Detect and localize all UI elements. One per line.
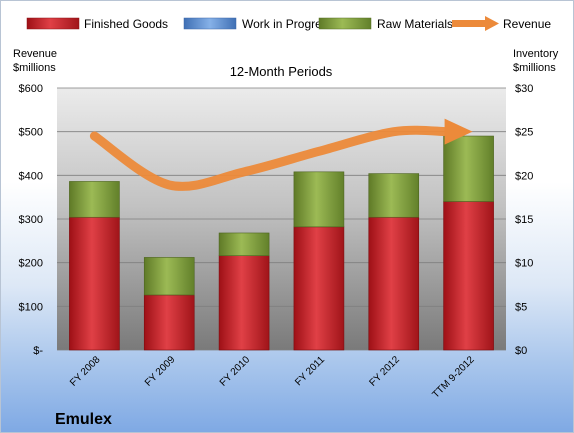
legend-item-revenue[interactable]: Revenue bbox=[452, 16, 551, 31]
bar-raw-materials[interactable] bbox=[293, 171, 345, 228]
right-tick-label: $15 bbox=[515, 214, 533, 226]
legend-swatch-finished-goods bbox=[26, 17, 80, 30]
bar-finished-goods[interactable] bbox=[293, 226, 345, 351]
right-tick-label: $20 bbox=[515, 170, 533, 182]
left-tick-label: $400 bbox=[19, 170, 43, 182]
category-label: FY 2012 bbox=[367, 354, 402, 389]
left-axis-label-line2: $millions bbox=[13, 62, 56, 74]
bar-finished-goods[interactable] bbox=[143, 294, 195, 351]
bars bbox=[69, 135, 494, 351]
right-tick-label: $10 bbox=[515, 258, 533, 270]
bar-raw-materials[interactable] bbox=[368, 173, 420, 218]
legend-item-finished-goods[interactable]: Finished Goods bbox=[26, 17, 168, 31]
legend-label-revenue: Revenue bbox=[503, 17, 551, 31]
category-label: TTM 9-2012 bbox=[430, 354, 477, 401]
left-axis-ticks: $- $100 $200 $300 $400 $500 $600 bbox=[19, 83, 44, 357]
left-tick-label: $600 bbox=[19, 83, 43, 95]
legend: Finished Goods Work in Progress Raw Mate… bbox=[26, 16, 551, 31]
legend-label-finished-goods: Finished Goods bbox=[84, 17, 168, 31]
left-tick-label: $- bbox=[33, 345, 43, 357]
right-axis-label-line1: Inventory bbox=[513, 48, 559, 60]
right-tick-label: $0 bbox=[515, 345, 527, 357]
bar-raw-materials[interactable] bbox=[218, 232, 270, 256]
left-tick-label: $200 bbox=[19, 258, 43, 270]
bar-raw-materials[interactable] bbox=[443, 135, 494, 202]
left-axis-label-line1: Revenue bbox=[13, 48, 57, 60]
revenue-series bbox=[89, 118, 473, 191]
bar-raw-materials[interactable] bbox=[69, 181, 120, 218]
right-tick-label: $5 bbox=[515, 301, 527, 313]
category-label: FY 2011 bbox=[293, 354, 327, 388]
legend-arrow-revenue bbox=[485, 16, 499, 31]
legend-swatch-work-in-progress bbox=[183, 17, 237, 30]
right-tick-label: $30 bbox=[515, 83, 533, 95]
left-tick-label: $300 bbox=[19, 214, 43, 226]
right-tick-label: $25 bbox=[515, 127, 533, 139]
bar-finished-goods[interactable] bbox=[218, 255, 270, 351]
right-axis-ticks: $0 $5 $10 $15 $20 $25 $30 bbox=[515, 83, 533, 357]
gridlines bbox=[57, 87, 506, 351]
category-label: FY 2008 bbox=[68, 354, 103, 389]
left-tick-label: $500 bbox=[19, 127, 43, 139]
legend-label-work-in-progress: Work in Progress bbox=[242, 17, 334, 31]
legend-item-work-in-progress[interactable]: Work in Progress bbox=[183, 17, 334, 31]
right-axis-label-line2: $millions bbox=[513, 62, 556, 74]
left-tick-label: $100 bbox=[19, 301, 43, 313]
category-label: FY 2009 bbox=[143, 354, 178, 389]
bar-raw-materials[interactable] bbox=[143, 257, 195, 296]
revenue-arrow-head bbox=[444, 118, 473, 145]
category-label: FY 2010 bbox=[218, 354, 253, 389]
legend-swatch-raw-materials bbox=[318, 17, 372, 30]
chart-title: 12-Month Periods bbox=[230, 64, 333, 79]
category-labels: FY 2008 FY 2009 FY 2010 FY 2011 FY 2012 TTM 9… bbox=[68, 354, 477, 401]
legend-label-raw-materials: Raw Materials bbox=[377, 17, 453, 31]
company-name: Emulex bbox=[55, 411, 112, 428]
legend-item-raw-materials[interactable]: Raw Materials bbox=[318, 17, 453, 31]
revenue-line[interactable] bbox=[89, 125, 452, 191]
bar-finished-goods[interactable] bbox=[368, 216, 420, 351]
bar-finished-goods[interactable] bbox=[69, 216, 120, 351]
bar-finished-goods[interactable] bbox=[443, 201, 494, 351]
